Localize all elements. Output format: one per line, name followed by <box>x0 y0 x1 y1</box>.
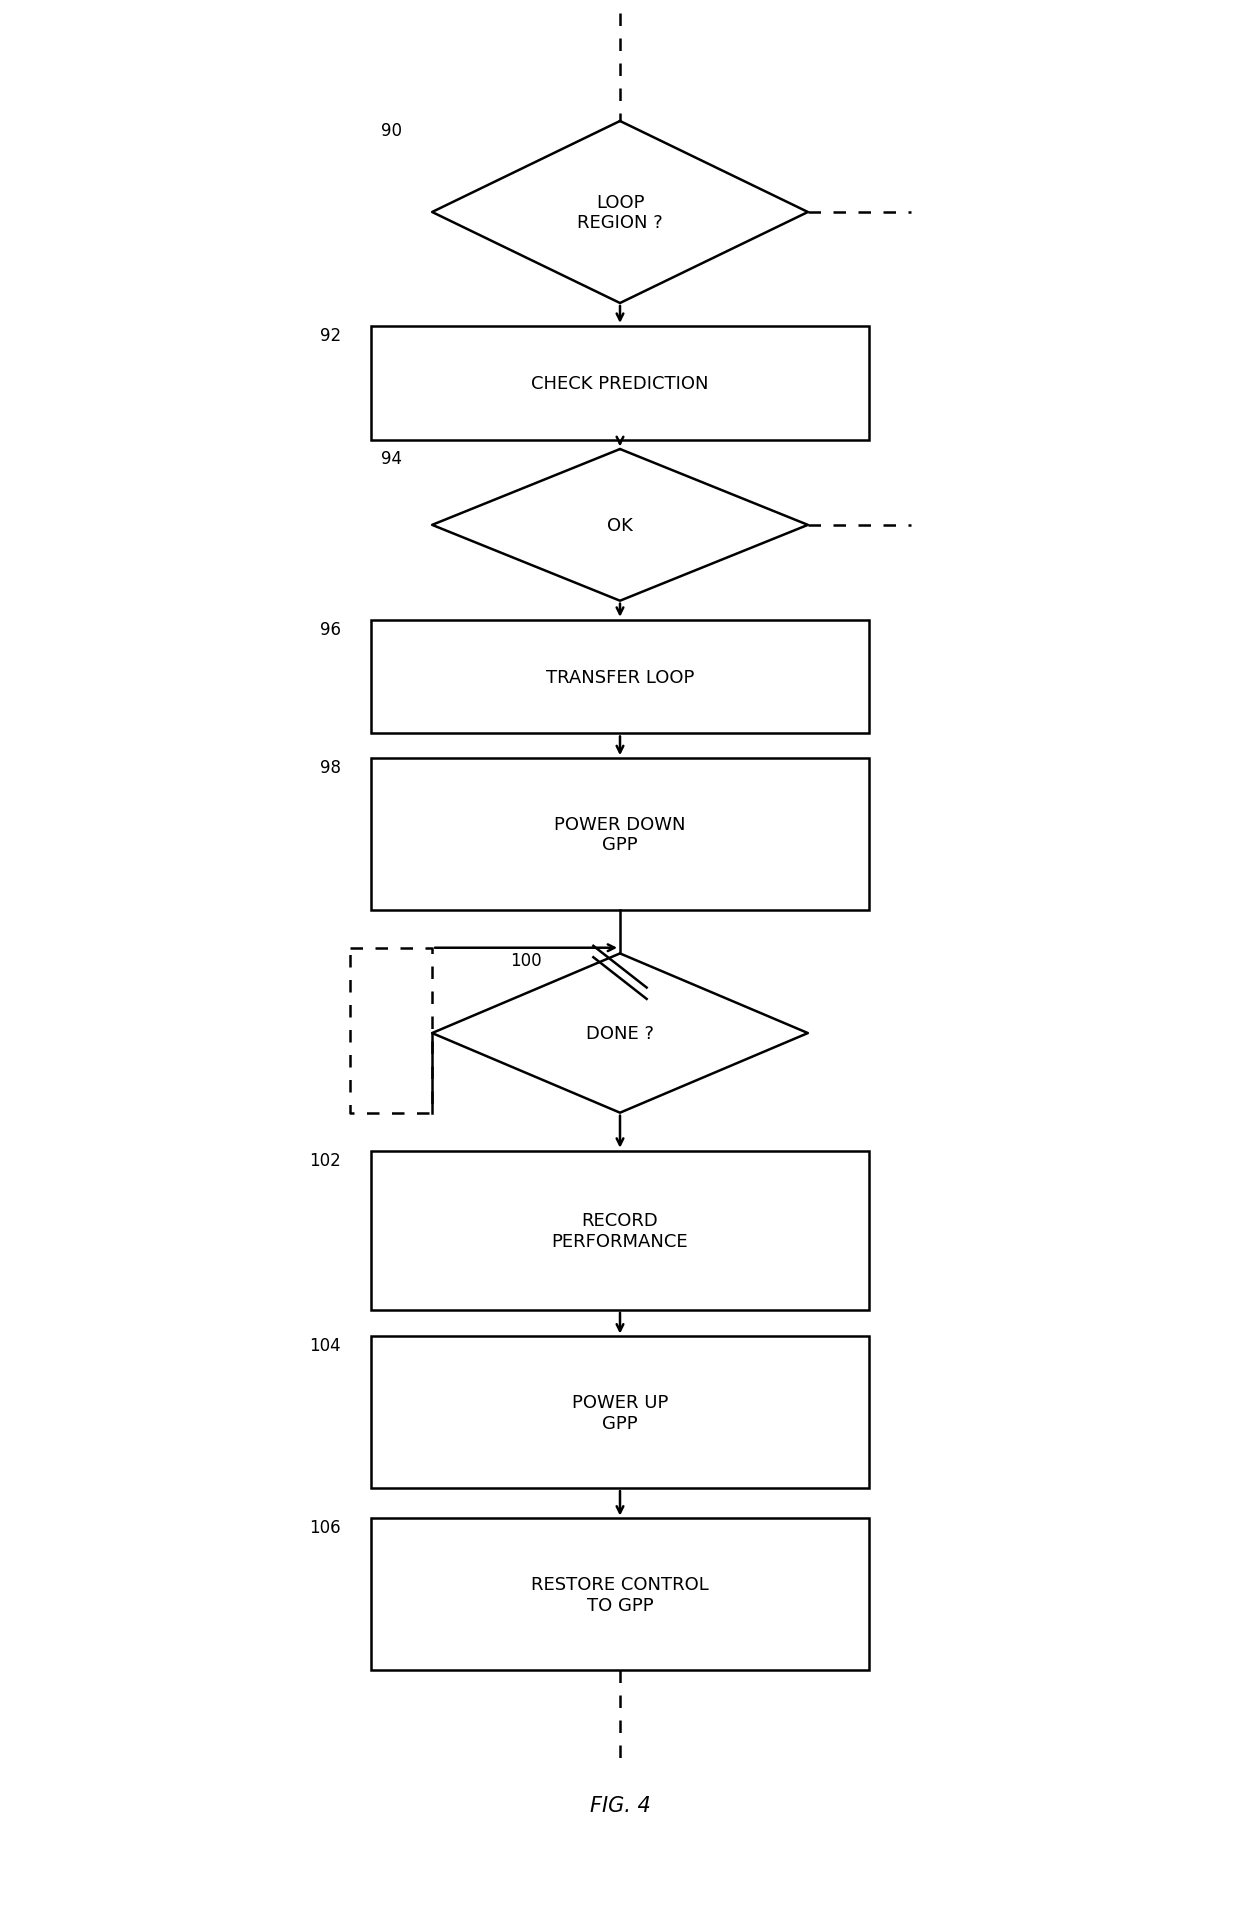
Text: TRANSFER LOOP: TRANSFER LOOP <box>546 667 694 687</box>
Text: 106: 106 <box>310 1519 341 1536</box>
Text: 92: 92 <box>320 327 341 344</box>
Text: LOOP
REGION ?: LOOP REGION ? <box>577 194 663 233</box>
Text: FIG. 4: FIG. 4 <box>590 1794 650 1815</box>
Text: 98: 98 <box>320 760 341 777</box>
Bar <box>372 327 868 440</box>
Text: POWER UP
GPP: POWER UP GPP <box>572 1392 668 1433</box>
Text: 96: 96 <box>320 621 341 638</box>
Text: RECORD
PERFORMANCE: RECORD PERFORMANCE <box>552 1211 688 1250</box>
Bar <box>372 1152 868 1310</box>
Bar <box>372 621 868 735</box>
Text: 102: 102 <box>310 1152 341 1169</box>
Text: 100: 100 <box>510 952 542 969</box>
Bar <box>372 1336 868 1488</box>
Text: RESTORE CONTROL
TO GPP: RESTORE CONTROL TO GPP <box>531 1575 709 1613</box>
Text: POWER DOWN
GPP: POWER DOWN GPP <box>554 815 686 854</box>
Text: DONE ?: DONE ? <box>587 1025 653 1042</box>
Bar <box>372 1519 868 1671</box>
Bar <box>372 760 868 910</box>
Text: 90: 90 <box>381 121 402 140</box>
Text: 94: 94 <box>381 450 402 467</box>
Text: CHECK PREDICTION: CHECK PREDICTION <box>531 375 709 392</box>
Text: 104: 104 <box>310 1336 341 1354</box>
Text: OK: OK <box>608 517 632 535</box>
